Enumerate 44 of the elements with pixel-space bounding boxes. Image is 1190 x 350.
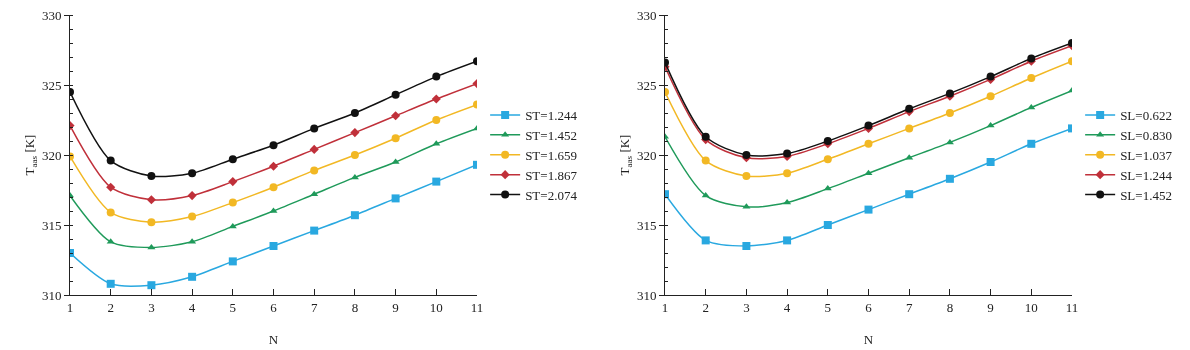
- legend-label: ST=1.452: [525, 127, 577, 143]
- x-tick-label: 1: [661, 299, 669, 315]
- x-tick-label: 1: [66, 299, 74, 315]
- x-tick-label: 7: [905, 299, 913, 315]
- x-tick-label: 3: [743, 299, 750, 315]
- legend-label: ST=1.867: [525, 167, 578, 183]
- legend-label: ST=2.074: [525, 187, 578, 203]
- y-tick-label: 320: [41, 147, 62, 163]
- x-tick-label: 5: [229, 299, 237, 315]
- x-tick-label: 3: [148, 299, 155, 315]
- y-tick-label: 330: [636, 7, 657, 23]
- x-tick-label: 9: [392, 299, 399, 315]
- y-tick-label: 310: [41, 287, 62, 303]
- legend-label: ST=1.659: [525, 147, 577, 163]
- y-tick-label: 330: [41, 7, 62, 23]
- legend-label: SL=1.037: [1120, 147, 1173, 163]
- x-tick-label: 10: [429, 299, 443, 315]
- x-tick-label: 2: [702, 299, 709, 315]
- y-tick-label: 325: [636, 77, 657, 93]
- x-tick-label: 5: [824, 299, 832, 315]
- legend-label: SL=1.244: [1120, 167, 1173, 183]
- y-tick-label: 325: [41, 77, 62, 93]
- legend-label: SL=1.452: [1120, 187, 1172, 203]
- legend-label: SL=0.830: [1120, 127, 1172, 143]
- y-tick-label: 310: [636, 287, 657, 303]
- x-tick-label: 7: [310, 299, 318, 315]
- legend-label: ST=1.244: [525, 108, 578, 124]
- x-tick-label: 11: [470, 299, 484, 315]
- x-tick-label: 8: [351, 299, 359, 315]
- x-tick-label: 10: [1024, 299, 1038, 315]
- x-tick-label: 11: [1065, 299, 1079, 315]
- x-tick-label: 4: [783, 299, 791, 315]
- y-tick-label: 320: [636, 147, 657, 163]
- x-tick-label: 6: [865, 299, 873, 315]
- x-tick-label: 8: [946, 299, 954, 315]
- x-axis-title: N: [863, 332, 874, 347]
- x-tick-label: 2: [107, 299, 114, 315]
- y-tick-label: 315: [636, 217, 657, 233]
- x-tick-label: 9: [987, 299, 994, 315]
- legend-label: SL=0.622: [1120, 108, 1172, 124]
- y-tick-label: 315: [41, 217, 62, 233]
- x-axis-title: N: [268, 332, 279, 347]
- x-tick-label: 6: [270, 299, 278, 315]
- x-tick-label: 4: [188, 299, 196, 315]
